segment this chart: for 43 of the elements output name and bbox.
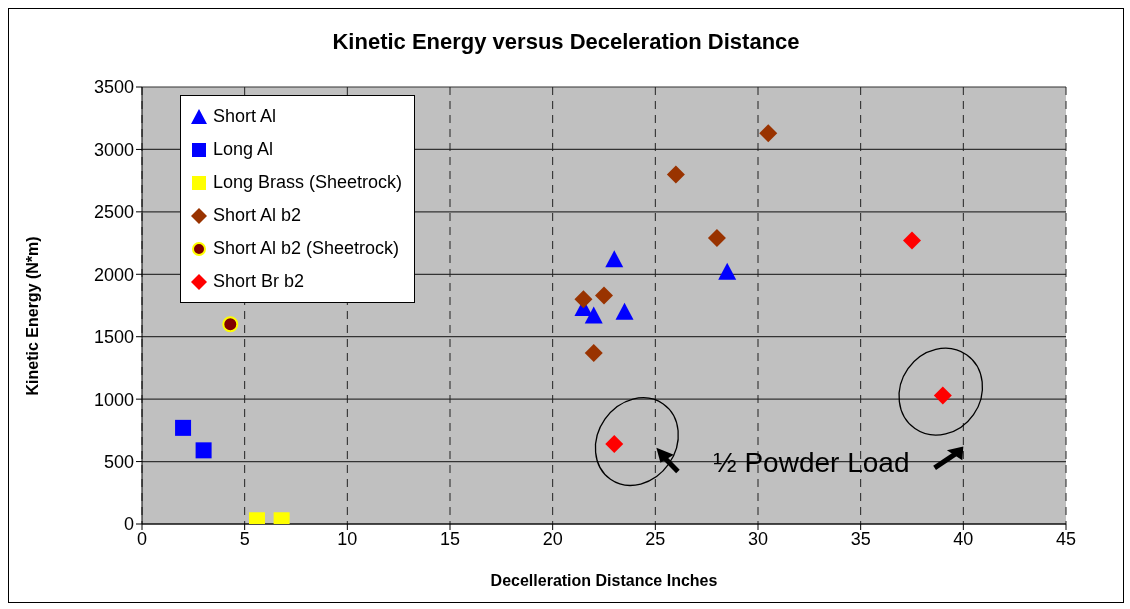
point bbox=[605, 435, 624, 454]
point bbox=[718, 262, 737, 280]
legend-label: Long Al bbox=[213, 139, 274, 160]
point bbox=[615, 302, 634, 320]
point bbox=[195, 442, 212, 459]
x-tick-label: 35 bbox=[850, 528, 871, 549]
x-tick-label: 40 bbox=[953, 528, 974, 549]
point bbox=[222, 316, 239, 333]
point bbox=[933, 386, 952, 405]
point bbox=[595, 286, 613, 305]
y-tick-label: 0 bbox=[123, 514, 134, 535]
chart-title: Kinetic Energy versus Deceleration Distance bbox=[331, 29, 801, 55]
legend-label: Short Br b2 bbox=[213, 271, 305, 292]
x-tick-label: 45 bbox=[1055, 528, 1077, 549]
x-tick-label: 20 bbox=[542, 528, 563, 549]
legend-label: Short Al bbox=[213, 106, 277, 127]
point bbox=[175, 419, 192, 436]
x-tick-label: 25 bbox=[645, 528, 666, 549]
y-tick-label: 1000 bbox=[93, 389, 134, 410]
legend-label: Long Brass (Sheetrock) bbox=[213, 172, 403, 193]
x-tick-label: 5 bbox=[239, 528, 250, 549]
x-tick-label: 30 bbox=[747, 528, 769, 549]
y-axis-title: Kinetic Energy (N*m) bbox=[23, 236, 41, 396]
x-tick-label: 0 bbox=[136, 528, 148, 549]
point bbox=[707, 229, 726, 248]
y-tick-label: 1500 bbox=[93, 327, 134, 348]
x-tick-label: 10 bbox=[337, 528, 358, 549]
x-tick-label: 15 bbox=[439, 528, 461, 549]
y-tick-label: 2000 bbox=[93, 264, 134, 285]
legend-label: Short Al b2 bbox=[213, 205, 302, 226]
x-axis-title: Decelleration Distance Inches bbox=[490, 572, 718, 589]
point bbox=[605, 250, 624, 268]
y-tick-label: 2500 bbox=[93, 202, 134, 223]
y-tick-label: 3500 bbox=[93, 77, 134, 98]
point bbox=[759, 124, 778, 143]
y-tick-label: 3000 bbox=[93, 139, 134, 160]
point bbox=[903, 231, 921, 250]
point bbox=[574, 290, 593, 309]
point bbox=[584, 343, 603, 362]
point bbox=[584, 306, 603, 324]
y-tick-label: 500 bbox=[103, 451, 134, 472]
legend-label: Short Al b2 (Sheetrock) bbox=[213, 238, 400, 259]
point bbox=[666, 165, 685, 184]
